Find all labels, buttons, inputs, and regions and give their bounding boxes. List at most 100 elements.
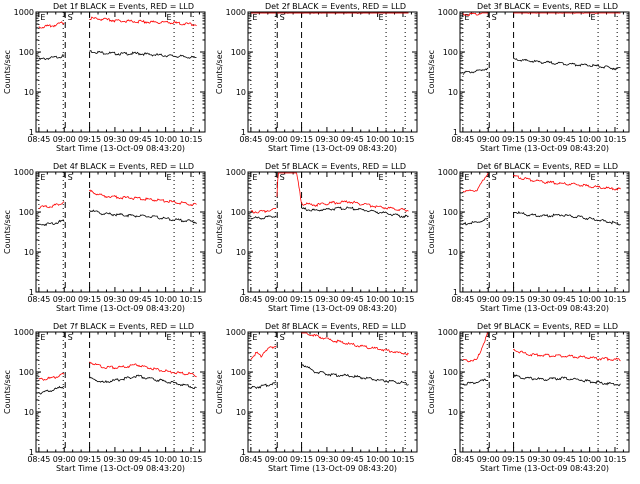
panel-3: Det 3f BLACK = Events, RED = LLD11010010… (427, 2, 629, 153)
y-tick-label: 100 (19, 368, 34, 377)
x-tick-label: 09:30 (527, 455, 550, 464)
x-tick-label: 09:00 (53, 455, 76, 464)
panel-title: Det 4f BLACK = Events, RED = LLD (53, 162, 194, 171)
y-axis-label: Counts/sec (215, 210, 224, 254)
y-axis-label: Counts/sec (215, 370, 224, 414)
x-tick-label: 09:00 (265, 455, 288, 464)
series-line-lld-post (89, 362, 196, 377)
y-tick-label: 10 (24, 88, 34, 97)
x-tick-label: 09:30 (527, 135, 550, 144)
x-tick-label: 10:00 (154, 455, 177, 464)
x-tick-label: 10:15 (391, 135, 414, 144)
series-line-events-post (89, 210, 196, 224)
y-tick-label: 100 (443, 208, 458, 217)
x-tick-label: 09:45 (553, 135, 576, 144)
marker-label-e: E (252, 333, 257, 342)
x-tick-label: 10:15 (391, 295, 414, 304)
panel-title: Det 5f BLACK = Events, RED = LLD (265, 162, 406, 171)
series-line-lld-post (89, 17, 196, 26)
panel-5: Det 5f BLACK = Events, RED = LLD11010010… (215, 162, 417, 313)
x-tick-label: 08:45 (451, 295, 474, 304)
series-line-events-post (301, 364, 408, 385)
plot-frame (248, 172, 417, 292)
series-line-events-pre (463, 218, 488, 224)
y-tick-label: 100 (443, 48, 458, 57)
x-tick-label: 10:00 (578, 455, 601, 464)
y-tick-label: 1000 (226, 8, 246, 17)
series-line-lld-post (277, 173, 409, 211)
y-tick-label: 10 (24, 248, 34, 257)
panel-4: Det 4f BLACK = Events, RED = LLD11010010… (3, 162, 205, 313)
y-tick-label: 10 (448, 248, 458, 257)
x-tick-label: 10:00 (366, 135, 389, 144)
x-axis-label: Start Time (13-Oct-09 08:43:20) (268, 144, 397, 153)
x-tick-label: 09:00 (477, 135, 500, 144)
series-line-events-pre (39, 387, 64, 395)
panel-title: Det 9f BLACK = Events, RED = LLD (477, 322, 618, 331)
x-tick-label: 10:00 (578, 295, 601, 304)
panel-title: Det 3f BLACK = Events, RED = LLD (477, 2, 618, 11)
y-tick-label: 1000 (14, 168, 34, 177)
series-line-lld-post (513, 349, 620, 361)
plot-frame (36, 332, 205, 452)
series-line-lld-pre (39, 373, 64, 380)
x-tick-label: 09:45 (129, 455, 152, 464)
marker-label-e: E (40, 13, 45, 22)
y-axis-label: Counts/sec (3, 370, 12, 414)
marker-label-s: S (492, 173, 497, 182)
series-line-events-post (513, 212, 620, 225)
y-axis-label: Counts/sec (427, 370, 436, 414)
marker-label-e: E (40, 173, 45, 182)
y-axis-label: Counts/sec (3, 50, 12, 94)
series-line-events-post (89, 375, 196, 389)
y-axis-label: Counts/sec (3, 210, 12, 254)
x-tick-label: 09:45 (129, 135, 152, 144)
y-tick-label: 100 (19, 208, 34, 217)
y-tick-label: 100 (231, 368, 246, 377)
x-tick-label: 09:00 (477, 455, 500, 464)
x-tick-label: 09:30 (103, 135, 126, 144)
panel-title: Det 6f BLACK = Events, RED = LLD (477, 162, 618, 171)
x-tick-label: 10:15 (603, 135, 626, 144)
panel-7: Det 7f BLACK = Events, RED = LLD11010010… (3, 322, 205, 473)
x-tick-label: 08:45 (239, 135, 262, 144)
marker-label-s: S (280, 333, 285, 342)
x-tick-label: 10:15 (603, 295, 626, 304)
marker-label-e: E (464, 13, 469, 22)
plot-frame (248, 332, 417, 452)
x-tick-label: 09:00 (265, 295, 288, 304)
x-tick-label: 10:15 (179, 295, 202, 304)
x-tick-label: 08:45 (27, 455, 50, 464)
marker-label-e: E (379, 13, 384, 22)
series-line-events-pre (39, 220, 64, 226)
marker-label-e: E (379, 173, 384, 182)
marker-label-s: S (280, 173, 285, 182)
marker-label-e: E (591, 173, 596, 182)
panel-title: Det 7f BLACK = Events, RED = LLD (53, 322, 194, 331)
x-tick-label: 10:15 (391, 455, 414, 464)
x-axis-label: Start Time (13-Oct-09 08:43:20) (480, 464, 609, 473)
x-tick-label: 10:00 (154, 295, 177, 304)
x-tick-label: 10:15 (603, 455, 626, 464)
x-tick-label: 09:00 (53, 295, 76, 304)
y-axis-label: Counts/sec (427, 210, 436, 254)
x-tick-label: 09:15 (290, 295, 313, 304)
x-tick-label: 08:45 (27, 135, 50, 144)
y-tick-label: 10 (448, 88, 458, 97)
x-tick-label: 09:30 (103, 295, 126, 304)
series-line-events-post (513, 58, 620, 69)
y-tick-label: 10 (24, 408, 34, 417)
plot-frame (36, 12, 205, 132)
marker-label-s: S (492, 333, 497, 342)
x-axis-label: Start Time (13-Oct-09 08:43:20) (268, 304, 397, 313)
x-tick-label: 10:15 (179, 455, 202, 464)
x-tick-label: 08:45 (239, 455, 262, 464)
marker-label-e: E (464, 173, 469, 182)
panel-6: Det 6f BLACK = Events, RED = LLD11010010… (427, 162, 629, 313)
marker-label-e: E (167, 13, 172, 22)
marker-label-e: E (379, 333, 384, 342)
x-axis-label: Start Time (13-Oct-09 08:43:20) (56, 144, 185, 153)
series-line-lld-pre (251, 208, 276, 213)
